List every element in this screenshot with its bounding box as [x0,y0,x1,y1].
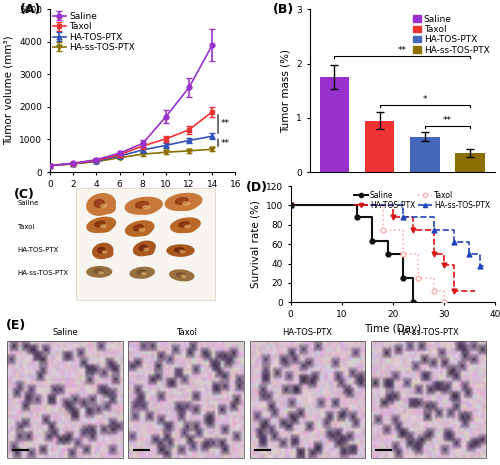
Ellipse shape [139,201,159,214]
Ellipse shape [95,221,105,227]
Ellipse shape [100,225,106,227]
Ellipse shape [130,267,154,278]
Text: *: * [422,95,427,104]
Ellipse shape [96,270,110,277]
Ellipse shape [170,218,200,232]
Ellipse shape [170,270,194,281]
Ellipse shape [142,245,154,255]
Ellipse shape [142,272,146,275]
Text: Taxol: Taxol [176,328,197,337]
Ellipse shape [134,225,143,231]
Ellipse shape [136,225,152,236]
Y-axis label: Tumor volume (mm³): Tumor volume (mm³) [4,36,14,146]
Ellipse shape [87,194,116,215]
Ellipse shape [178,273,193,280]
Ellipse shape [174,248,184,252]
Text: (A): (A) [20,3,42,16]
FancyBboxPatch shape [76,188,215,300]
Text: Saline: Saline [52,328,78,337]
Ellipse shape [179,222,189,227]
Text: HA-ss-TOS-PTX: HA-ss-TOS-PTX [17,270,68,276]
Ellipse shape [134,241,155,256]
Ellipse shape [139,270,152,278]
Ellipse shape [126,221,154,236]
Ellipse shape [176,273,185,277]
Ellipse shape [94,269,102,273]
Y-axis label: Survival rate (%): Survival rate (%) [250,200,260,288]
Ellipse shape [184,225,190,228]
Text: (C): (C) [14,188,35,201]
Text: HA-TOS-PTX: HA-TOS-PTX [282,328,332,337]
Ellipse shape [143,206,150,209]
X-axis label: Time (Day): Time (Day) [364,325,422,334]
Text: HA-ss-TOS-PTX: HA-ss-TOS-PTX [397,328,459,337]
Bar [456,153,485,172]
Bar [365,120,394,172]
Text: Saline: Saline [17,200,38,206]
Bar [410,137,440,172]
Y-axis label: Tumor mass (%): Tumor mass (%) [280,49,290,133]
Ellipse shape [102,251,106,253]
Legend: Saline, Taxol, HA-TOS-PTX, HA-ss-TOS-PTX: Saline, Taxol, HA-TOS-PTX, HA-ss-TOS-PTX [52,11,136,53]
Text: HA-TOS-PTX: HA-TOS-PTX [17,247,58,253]
Text: **: ** [398,46,407,55]
Ellipse shape [180,251,184,252]
Ellipse shape [94,199,104,207]
Text: Taxol: Taxol [17,224,34,230]
Ellipse shape [87,217,116,232]
Ellipse shape [176,248,192,256]
Ellipse shape [87,267,112,277]
Legend: Saline, Taxol, HA-TOS-PTX, HA-ss-TOS-PTX: Saline, Taxol, HA-TOS-PTX, HA-ss-TOS-PTX [412,14,490,56]
Ellipse shape [92,243,112,259]
Ellipse shape [167,245,194,256]
Ellipse shape [144,248,148,251]
Ellipse shape [179,198,199,210]
Legend: Saline, HA-TOS-PTX, Taxol, HA-ss-TOS-PTX: Saline, HA-TOS-PTX, Taxol, HA-ss-TOS-PTX [353,190,491,211]
Ellipse shape [140,245,147,251]
Ellipse shape [101,204,106,208]
Ellipse shape [98,199,116,213]
Ellipse shape [98,247,105,253]
Ellipse shape [182,221,198,232]
Ellipse shape [182,275,186,278]
Text: **: ** [220,139,230,147]
Ellipse shape [182,202,190,205]
Text: **: ** [443,116,452,125]
Text: (D): (D) [246,181,268,194]
Text: (E): (E) [6,319,26,332]
Ellipse shape [165,193,202,211]
Text: (B): (B) [272,3,294,16]
Bar [320,77,349,172]
Ellipse shape [98,221,113,232]
Ellipse shape [136,201,148,208]
Ellipse shape [139,228,144,231]
Ellipse shape [137,270,145,274]
Ellipse shape [100,247,113,257]
X-axis label: Time (Day): Time (Day) [114,194,172,204]
Text: **: ** [220,119,230,128]
Ellipse shape [126,197,162,214]
Ellipse shape [99,272,103,274]
Ellipse shape [176,198,188,204]
